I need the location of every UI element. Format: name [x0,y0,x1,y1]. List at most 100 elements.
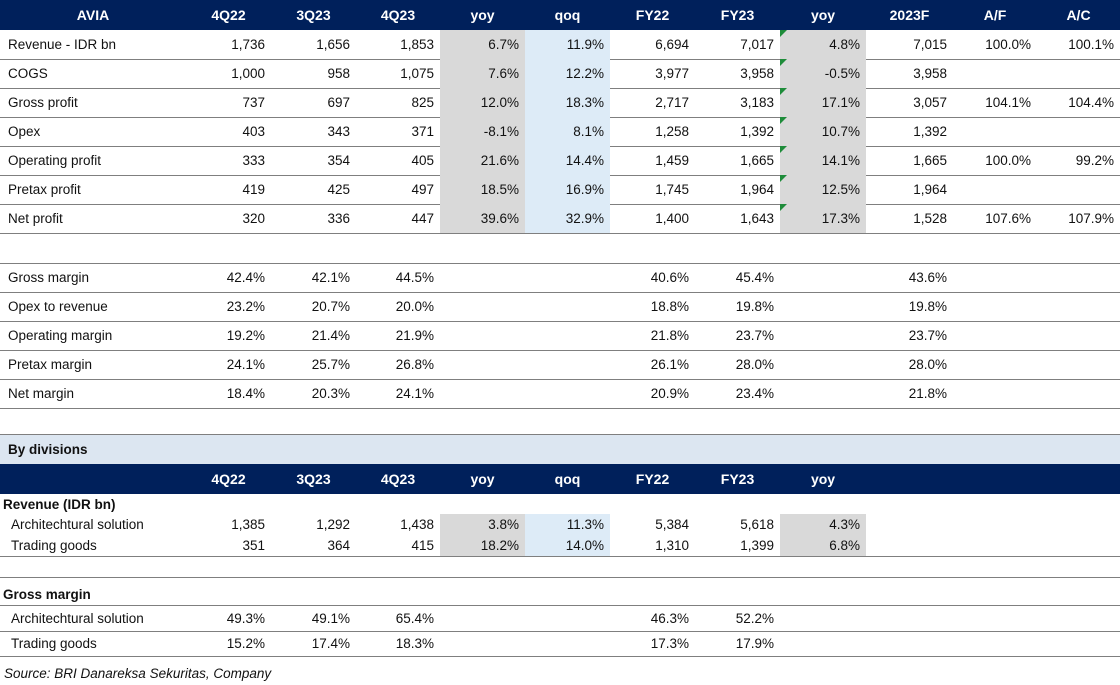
subsection-title-row: Gross margin [0,583,1120,606]
cell-comment-flag-icon [780,175,787,182]
table-cell: 24.1% [226,357,265,372]
subsection-title: Gross margin [3,586,91,602]
table-cell [953,379,1037,408]
table-cell [440,321,525,350]
division-row: Architechtural solution 1,385 1,292 1,438 3.… [0,514,1120,535]
header-cell: FY23 [720,7,755,23]
subsection-title-row: Revenue (IDR bn) [0,494,1120,514]
table-cell [953,263,1037,292]
table-cell: 21.9% [395,328,434,343]
table-cell: 99.2% [1075,153,1114,168]
header-cell: yoy [470,471,495,487]
table-cell: 100.1% [1068,37,1114,52]
table-cell: 52.2% [735,611,774,626]
row-label: Architechtural solution [11,517,144,532]
table-cell: 17.3% [780,204,866,233]
table-cell: 11.9% [525,30,610,59]
table-cell [525,321,610,350]
table-cell: 18.4% [226,386,265,401]
header-cell: 3Q23 [296,7,331,23]
table-cell: 1,392 [740,124,774,139]
table-cell [780,379,866,408]
table-cell: 16.9% [525,175,610,204]
section-title: By divisions [8,442,88,457]
table-cell: 958 [327,66,350,81]
table-cell: 23.7% [908,328,947,343]
table-cell: 3,958 [740,66,774,81]
table-cell: 2,717 [655,95,689,110]
table-cell [440,631,525,656]
table-cell: 8.1% [525,117,610,146]
table-cell [780,606,866,631]
table-cell [780,631,866,656]
table-cell: 14.0% [525,535,610,556]
table-cell: 49.3% [226,611,265,626]
table-cell: 354 [327,153,350,168]
table-cell [525,631,610,656]
source-row: Source: BRI Danareksa Sekuritas, Company [0,661,1120,685]
table-cell: 5,618 [740,517,774,532]
table-cell: 320 [242,211,265,226]
table-cell: 19.8% [908,299,947,314]
header-cell: yoy [470,7,495,23]
table-cell: -0.5% [780,59,866,88]
margin-row: Opex to revenue 23.2% 20.7% 20.0% 18.8% 19.8%… [0,292,1120,322]
header-cell: 2023F [889,7,930,23]
table-cell: 1,964 [913,182,947,197]
table-cell: 351 [242,538,265,553]
table-cell: 3,057 [913,95,947,110]
table-cell: 1,438 [400,517,434,532]
header-cell: yoy [810,471,836,487]
table-cell: 44.5% [395,270,434,285]
row-label: Net profit [8,211,63,226]
table-cell: 23.7% [735,328,774,343]
table-cell: 1,459 [655,153,689,168]
cell-comment-flag-icon [780,30,787,37]
table-cell: 14.1% [780,146,866,175]
spacer-row [0,233,1120,264]
table-cell: 43.6% [908,270,947,285]
cell-comment-flag-icon [780,88,787,95]
table-cell: 3,183 [740,95,774,110]
table-cell: 1,643 [740,211,774,226]
table-cell: 100.0% [985,153,1031,168]
table-cell: 20.0% [395,299,434,314]
row-label: Architechtural solution [11,611,144,626]
table-cell: 1,665 [740,153,774,168]
table-cell: 15.2% [226,636,265,651]
table-cell: 405 [411,153,434,168]
table-cell: 40.6% [650,270,689,285]
table-cell: 4.3% [780,514,866,535]
table-cell: 371 [411,124,434,139]
table-cell: 1,310 [655,538,689,553]
table-cell: 4.8% [780,30,866,59]
table-cell: 1,656 [316,37,350,52]
table-cell [525,350,610,379]
table-cell: 18.5% [440,175,525,204]
table-cell [525,292,610,321]
header-cell: AVIA [76,7,110,23]
table-cell: 100.0% [985,37,1031,52]
table-cell [1037,117,1120,146]
row-label: Revenue - IDR bn [8,37,117,52]
row-label: Pretax margin [8,357,93,372]
header-cell: A/C [1066,7,1091,23]
table-cell: 1,964 [740,182,774,197]
table-cell: 26.8% [395,357,434,372]
table-cell [780,350,866,379]
table-cell: 425 [327,182,350,197]
table-cell [953,117,1037,146]
header-cell: qoq [554,471,581,487]
table-cell: 1,400 [655,211,689,226]
table-cell: 3,958 [913,66,947,81]
table-cell: 1,258 [655,124,689,139]
table-cell [440,292,525,321]
header-cell: 4Q22 [211,471,246,487]
row-label: Opex to revenue [8,299,108,314]
table-cell: 20.7% [311,299,350,314]
table-cell: 17.1% [780,88,866,117]
row-label: Trading goods [11,538,97,553]
table-cell: 18.8% [650,299,689,314]
table-cell: 1,000 [231,66,265,81]
table-cell: 343 [327,124,350,139]
